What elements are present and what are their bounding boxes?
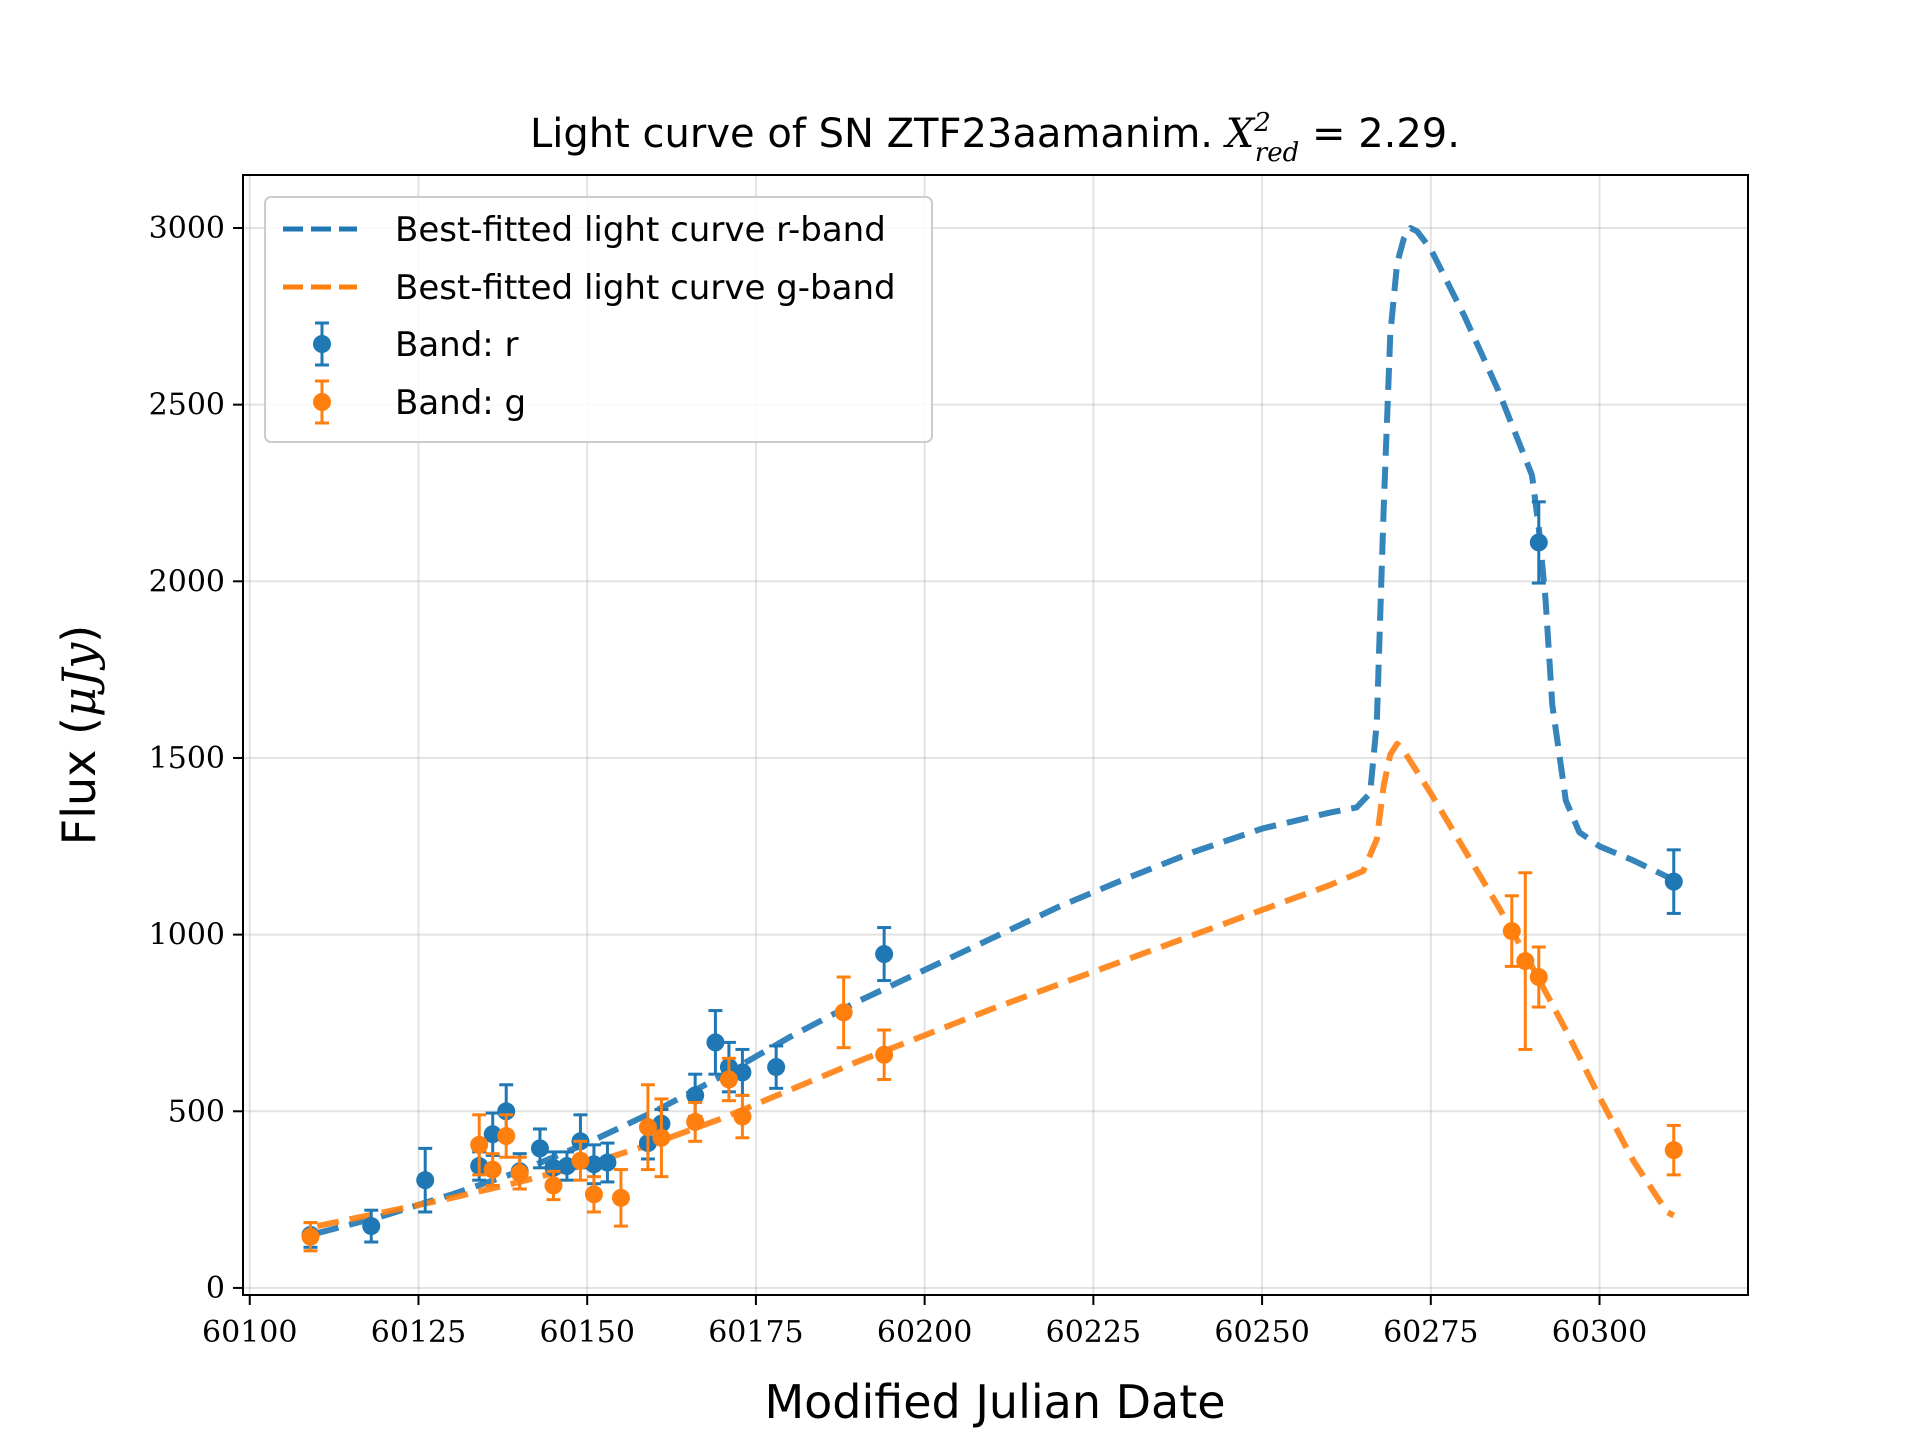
marker bbox=[571, 1151, 590, 1170]
marker bbox=[719, 1070, 738, 1089]
data-point bbox=[557, 1150, 576, 1182]
y-tick-label: 3000 bbox=[149, 211, 225, 246]
marker bbox=[483, 1160, 502, 1179]
marker bbox=[1529, 533, 1548, 552]
data-points bbox=[301, 500, 1683, 1253]
grid-lines bbox=[243, 175, 1748, 1295]
data-point bbox=[1664, 1123, 1683, 1177]
marker bbox=[483, 1125, 502, 1144]
data-point bbox=[483, 1111, 502, 1157]
data-point bbox=[470, 1113, 489, 1177]
x-axis-label: Modified Julian Date bbox=[764, 1375, 1225, 1429]
y-tick-label: 500 bbox=[168, 1094, 225, 1129]
marker bbox=[875, 945, 894, 964]
plot-area bbox=[301, 225, 1683, 1253]
data-point bbox=[416, 1146, 435, 1214]
x-tick-label: 60275 bbox=[1383, 1315, 1478, 1350]
legend-swatch-g-points bbox=[313, 379, 331, 425]
data-point bbox=[1664, 848, 1683, 915]
data-point bbox=[706, 1009, 725, 1076]
marker bbox=[301, 1227, 320, 1246]
x-tick-label: 60125 bbox=[371, 1315, 466, 1350]
marker bbox=[510, 1164, 529, 1183]
data-point bbox=[652, 1097, 671, 1179]
marker bbox=[557, 1157, 576, 1176]
legend-swatch-r-points bbox=[313, 321, 331, 367]
data-point bbox=[584, 1175, 603, 1214]
legend-label-g-points: Band: g bbox=[395, 383, 526, 423]
y-axis-label: Flux (μJy) bbox=[52, 625, 106, 845]
data-point bbox=[497, 1113, 516, 1159]
marker bbox=[611, 1188, 630, 1207]
legend-label-r-fit: Best-fitted light curve r-band bbox=[395, 210, 886, 250]
y-tick-label: 1000 bbox=[149, 918, 225, 953]
marker bbox=[1502, 922, 1521, 941]
legend-box bbox=[264, 196, 933, 443]
data-point bbox=[1502, 894, 1521, 968]
x-tick-label: 60200 bbox=[877, 1315, 972, 1350]
data-point bbox=[1516, 871, 1535, 1051]
marker bbox=[652, 1128, 671, 1147]
marker bbox=[706, 1033, 725, 1052]
marker bbox=[1516, 952, 1535, 971]
data-point bbox=[638, 1083, 657, 1172]
data-point bbox=[719, 1056, 738, 1103]
data-point bbox=[510, 1155, 529, 1191]
data-point bbox=[544, 1169, 563, 1202]
y-tick-label: 0 bbox=[206, 1271, 225, 1306]
marker bbox=[530, 1139, 549, 1158]
legend-label-r-points: Band: r bbox=[395, 325, 519, 365]
chart-title: Light curve of SN ZTF23aamanim. X2 red = … bbox=[530, 108, 1460, 168]
y-tick-label: 2500 bbox=[149, 388, 225, 423]
data-point bbox=[733, 1093, 752, 1140]
marker bbox=[767, 1058, 786, 1077]
x-tick-label: 60225 bbox=[1046, 1315, 1141, 1350]
marker bbox=[733, 1063, 752, 1082]
marker bbox=[638, 1118, 657, 1137]
marker bbox=[584, 1155, 603, 1174]
data-point bbox=[875, 926, 894, 983]
y-tick-label: 2000 bbox=[149, 564, 225, 599]
data-point bbox=[767, 1044, 786, 1090]
data-point bbox=[686, 1100, 705, 1143]
marker bbox=[544, 1176, 563, 1195]
marker bbox=[1664, 872, 1683, 891]
plot-frame bbox=[242, 174, 1749, 1296]
legend: Best-fitted light curve r-band Best-fitt… bbox=[264, 196, 933, 443]
data-point bbox=[611, 1168, 630, 1228]
data-point bbox=[571, 1139, 590, 1182]
data-point bbox=[834, 975, 853, 1050]
data-point bbox=[598, 1141, 617, 1184]
marker bbox=[686, 1112, 705, 1131]
x-tick-label: 60175 bbox=[708, 1315, 803, 1350]
marker bbox=[598, 1153, 617, 1172]
marker bbox=[733, 1107, 752, 1126]
marker bbox=[416, 1171, 435, 1190]
marker bbox=[497, 1127, 516, 1146]
x-tick-label: 60100 bbox=[202, 1315, 297, 1350]
marker bbox=[1664, 1141, 1683, 1160]
data-point bbox=[875, 1028, 894, 1081]
data-point bbox=[301, 1221, 320, 1253]
marker bbox=[686, 1086, 705, 1105]
data-point bbox=[362, 1208, 381, 1244]
axis-ticks: 60100 60125 60150 60175 60200 60225 60250 60275… bbox=[149, 211, 1648, 1350]
data-point bbox=[1529, 500, 1548, 585]
x-tick-label: 60300 bbox=[1552, 1315, 1647, 1350]
marker bbox=[470, 1135, 489, 1154]
data-point bbox=[483, 1152, 502, 1187]
x-tick-label: 60250 bbox=[1214, 1315, 1309, 1350]
data-point bbox=[1529, 945, 1548, 1009]
marker bbox=[834, 1003, 853, 1022]
legend-label-g-fit: Best-fitted light curve g-band bbox=[395, 268, 896, 308]
y-tick-label: 1500 bbox=[149, 741, 225, 776]
data-point bbox=[733, 1047, 752, 1097]
x-tick-label: 60150 bbox=[539, 1315, 634, 1350]
marker bbox=[584, 1185, 603, 1204]
marker bbox=[875, 1045, 894, 1064]
marker bbox=[362, 1217, 381, 1236]
marker bbox=[1529, 968, 1548, 987]
